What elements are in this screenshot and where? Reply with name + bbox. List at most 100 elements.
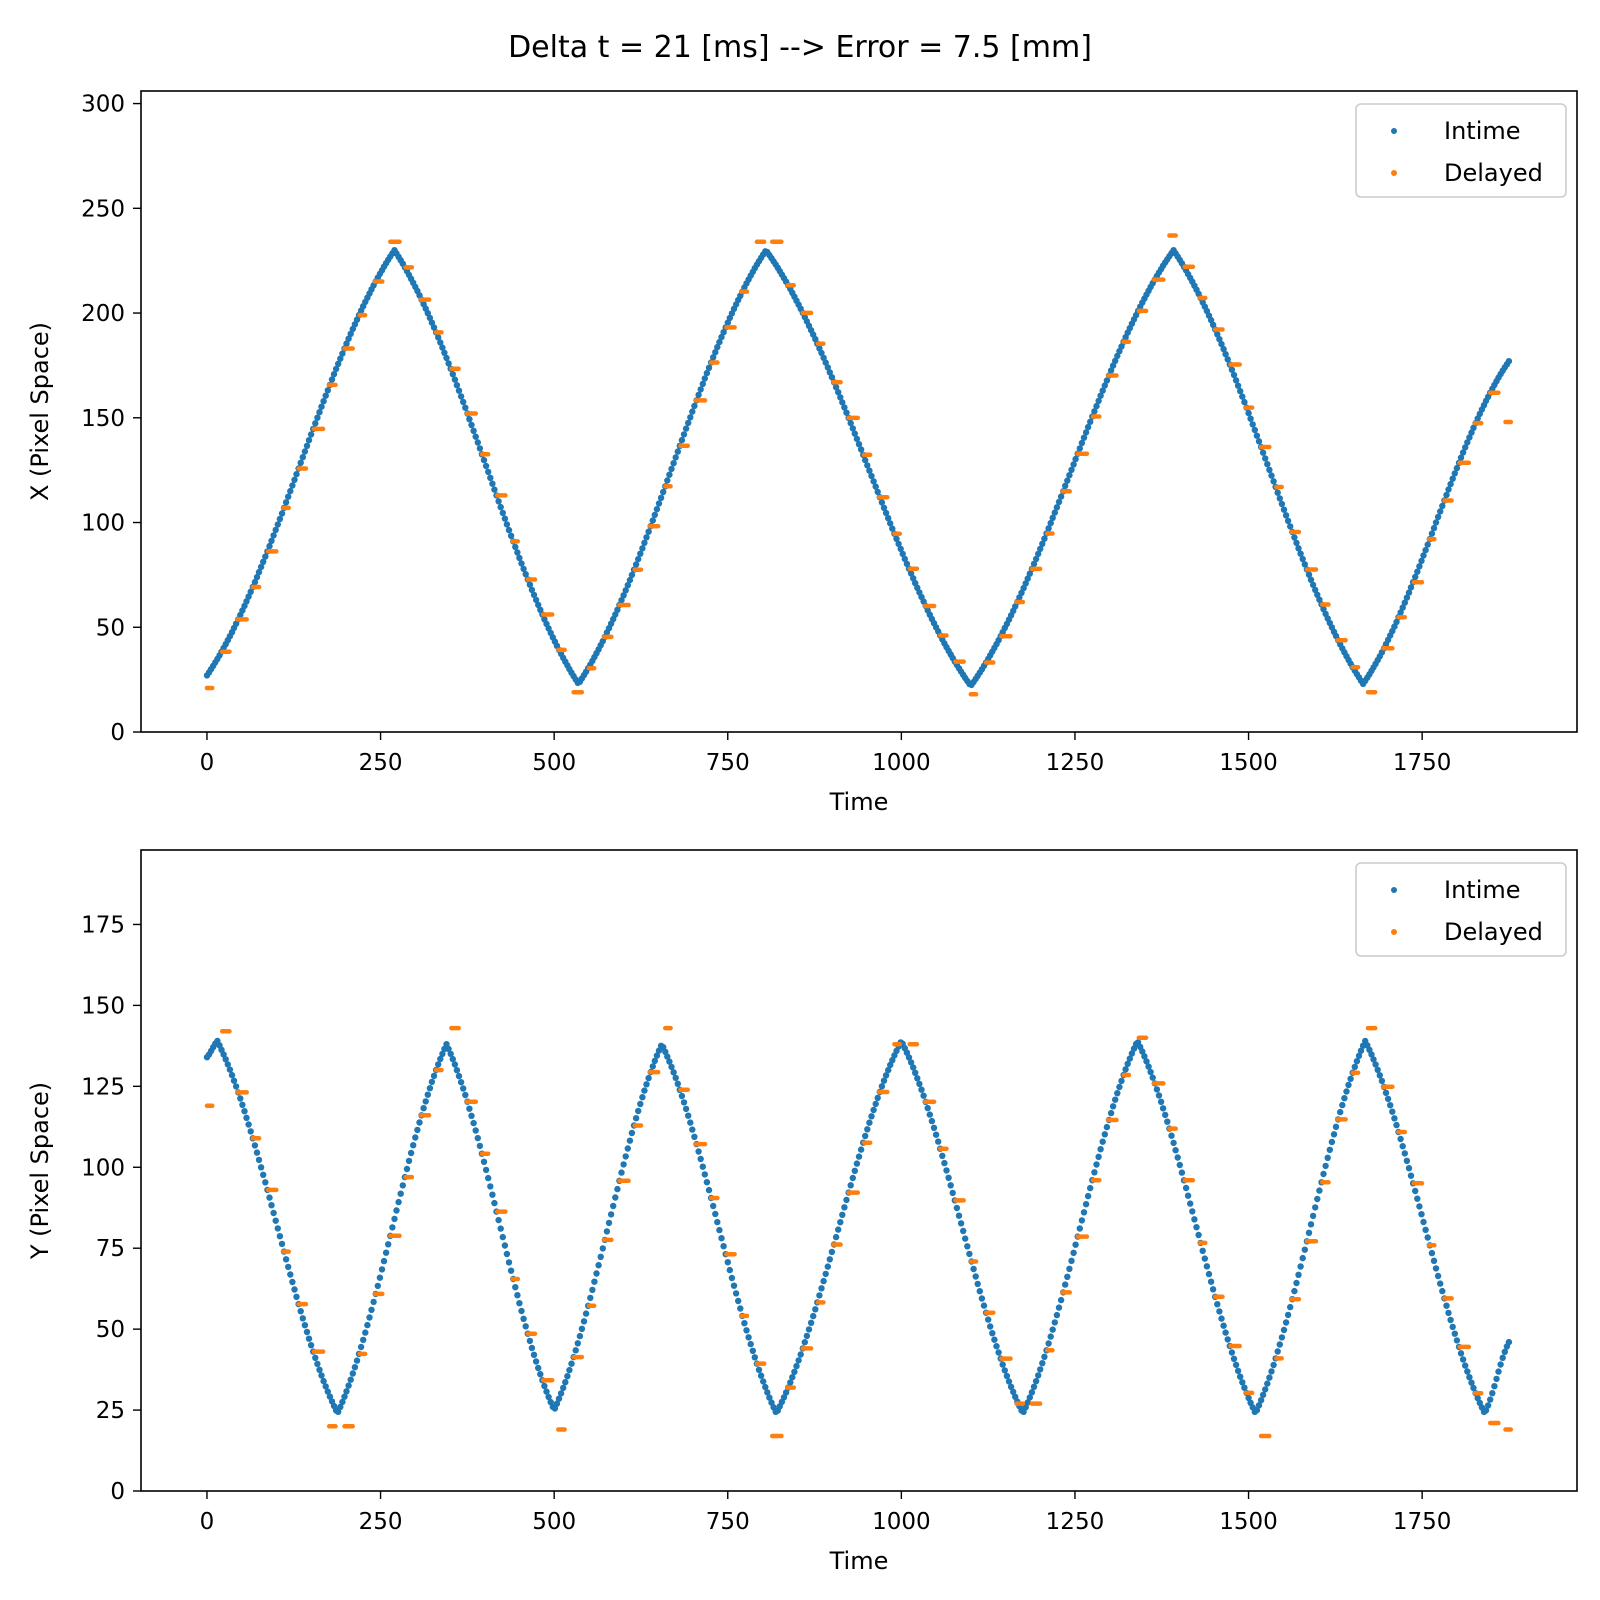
- x-intime-point: [297, 459, 304, 466]
- y-intime-point: [1447, 1316, 1454, 1324]
- x-intime-point: [1041, 535, 1048, 542]
- y-intime-point: [789, 1374, 796, 1381]
- y-intime-point: [1324, 1154, 1331, 1162]
- y-intime-point: [793, 1362, 800, 1370]
- x-intime-point: [530, 591, 538, 599]
- y-intime-point: [649, 1063, 656, 1070]
- x-ytick-label: 0: [110, 720, 125, 746]
- y-intime-point: [1157, 1098, 1165, 1106]
- y-intime-point: [957, 1220, 965, 1227]
- y-intime-point: [674, 1080, 681, 1088]
- x-intime-point: [1276, 495, 1284, 502]
- x-intime-point: [470, 427, 477, 434]
- y-intime-point: [1095, 1153, 1102, 1161]
- y-intime-point: [1084, 1192, 1092, 1200]
- x-intime-point: [1401, 599, 1409, 606]
- y-intime-point: [1280, 1326, 1288, 1334]
- y-intime-point: [760, 1378, 767, 1385]
- y-intime-point: [1028, 1389, 1036, 1396]
- x-intime-point: [1282, 512, 1290, 519]
- y-intime-point: [1207, 1278, 1215, 1285]
- x-intime-point: [1443, 491, 1450, 499]
- x-intime-point: [1035, 550, 1042, 558]
- y-intime-point: [526, 1337, 534, 1345]
- x-intime-point: [655, 500, 663, 507]
- y-intime-point: [966, 1250, 973, 1258]
- x-intime-point: [614, 606, 621, 613]
- y-intime-point: [564, 1373, 571, 1380]
- x-intime-point: [1249, 421, 1256, 428]
- x-intime-point: [885, 515, 892, 522]
- y-intime-point: [1189, 1208, 1196, 1215]
- x-intime-point: [1087, 418, 1094, 425]
- x-intime-point: [649, 517, 656, 524]
- x-intime-point: [1301, 561, 1309, 568]
- y-intime-point: [547, 1398, 554, 1406]
- y-intime-point: [1428, 1249, 1436, 1257]
- y-intime-point: [662, 1048, 669, 1056]
- y-intime-point: [370, 1298, 377, 1306]
- x-intime-point: [855, 441, 863, 448]
- y-intime-point: [472, 1127, 479, 1134]
- x-intime-point: [712, 349, 719, 356]
- y-intime-point: [928, 1117, 936, 1125]
- y-intime-point: [293, 1293, 300, 1301]
- x-intime-point: [1459, 449, 1467, 456]
- x-intime-point: [637, 550, 644, 557]
- x-series-delayed: [204, 233, 1514, 697]
- x-intime-point: [899, 550, 906, 558]
- y-intime-point: [1326, 1146, 1334, 1154]
- x-xtick-label: 500: [532, 750, 576, 776]
- x-intime-point: [672, 454, 679, 461]
- x-intime-point: [866, 467, 873, 474]
- y-intime-point: [728, 1274, 736, 1282]
- x-intime-point: [818, 349, 825, 357]
- y-intime-point: [1434, 1272, 1442, 1280]
- x-intime-point: [699, 380, 706, 388]
- x-intime-point: [680, 431, 688, 438]
- x-intime-point: [1403, 594, 1411, 601]
- y-intime-point: [1149, 1074, 1156, 1081]
- x-intime-point: [262, 553, 269, 560]
- y-intime-point: [1116, 1083, 1123, 1091]
- x-intime-point: [330, 371, 338, 378]
- x-intime-point: [314, 414, 321, 421]
- x-intime-point: [1097, 392, 1104, 399]
- x-intime-point: [1295, 545, 1302, 552]
- x-intime-point: [1432, 519, 1440, 526]
- x-intime-point: [1424, 541, 1431, 548]
- y-intime-point: [470, 1119, 477, 1127]
- y-intime-point: [822, 1270, 829, 1278]
- y-intime-point: [276, 1233, 284, 1240]
- y-intime-point: [1341, 1095, 1348, 1102]
- x-intime-point: [1393, 618, 1400, 626]
- x-xtick-label: 250: [359, 750, 403, 776]
- y-intime-point: [1328, 1138, 1336, 1146]
- x-intime-point: [847, 419, 854, 427]
- y-intime-point: [593, 1270, 600, 1277]
- y-intime-point: [1007, 1383, 1015, 1391]
- y-intime-point: [955, 1212, 963, 1219]
- x-intime-point: [1222, 351, 1229, 358]
- y-intime-point: [382, 1249, 390, 1256]
- x-intime-point: [641, 539, 648, 546]
- x-intime-point: [282, 499, 290, 506]
- y-intime-point: [576, 1332, 584, 1340]
- y-intime-point: [301, 1322, 309, 1329]
- y-intime-point: [578, 1325, 586, 1333]
- x-intime-point: [303, 442, 311, 449]
- y-intime-point: [1062, 1281, 1069, 1288]
- y-intime-point: [597, 1253, 604, 1261]
- y-intime-point: [1214, 1301, 1221, 1308]
- y-intime-point: [1264, 1380, 1271, 1387]
- y-intime-point: [505, 1259, 513, 1266]
- x-intime-point: [689, 408, 696, 415]
- panel-y: 0 250 500 750 1000 1250 1500 1750 0 25 50 75 100 125 1…: [26, 849, 1578, 1575]
- y-intime-point: [1295, 1271, 1302, 1279]
- x-intime-point: [1228, 366, 1236, 373]
- x-intime-point: [268, 537, 275, 544]
- y-intime-point: [287, 1271, 294, 1278]
- x-intime-point: [1399, 604, 1406, 611]
- x-intime-point: [1293, 539, 1300, 547]
- x-intime-point: [443, 354, 450, 362]
